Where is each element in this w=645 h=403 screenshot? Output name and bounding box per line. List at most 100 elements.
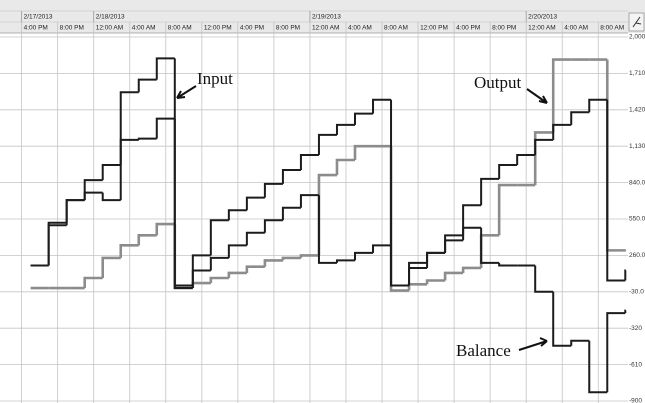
step-segment xyxy=(462,226,482,241)
settings-icon xyxy=(632,16,642,28)
annotation: Input xyxy=(197,69,233,88)
step-segment xyxy=(516,153,536,166)
step-segment xyxy=(335,259,355,263)
step-segment xyxy=(552,123,572,140)
y-tick-label: 840.0 xyxy=(629,179,645,186)
date-label: 2/19/2013 xyxy=(312,14,341,21)
step-segment xyxy=(390,245,410,287)
step-segment xyxy=(606,99,626,282)
step-segment xyxy=(335,158,355,176)
step-segment xyxy=(101,256,121,278)
step-segment xyxy=(534,138,554,155)
step-segment xyxy=(534,265,554,293)
step-segment xyxy=(155,57,175,80)
step-segment xyxy=(281,169,301,184)
step-segment xyxy=(497,183,518,236)
annotation-arrow xyxy=(176,85,197,99)
step-segment xyxy=(83,191,103,201)
annotation-arrow xyxy=(526,88,548,104)
plot-area xyxy=(30,57,627,394)
y-tick-label: -320 xyxy=(629,325,642,332)
step-segment xyxy=(245,231,265,246)
step-segment xyxy=(353,251,374,261)
step-segment xyxy=(353,144,374,161)
step-segment xyxy=(606,312,626,393)
step-segment xyxy=(101,192,121,202)
step-segment xyxy=(65,199,85,226)
x-tick-label: 8:00 PM xyxy=(492,25,516,32)
step-segment xyxy=(624,309,627,314)
step-segment xyxy=(426,251,446,263)
step-segment xyxy=(137,137,157,140)
y-tick-label: 2,000 xyxy=(629,34,645,41)
x-tick-label: 12:00 PM xyxy=(204,25,232,32)
step-segment xyxy=(624,269,627,281)
step-segment xyxy=(83,276,103,289)
step-segment xyxy=(317,133,337,155)
step-segment xyxy=(443,271,464,281)
y-tick-label: 550.0 xyxy=(629,216,645,223)
y-tick-label: 1,420 xyxy=(629,107,645,114)
step-segment xyxy=(137,78,157,93)
step-segment xyxy=(480,177,500,206)
y-tick-label: -30.0 xyxy=(629,289,644,296)
step-segment xyxy=(588,98,608,113)
x-tick-label: 12:00 AM xyxy=(528,25,555,32)
step-segment xyxy=(155,222,175,236)
x-tick-label: 8:00 AM xyxy=(600,25,624,32)
step-segment xyxy=(209,219,229,256)
step-segment xyxy=(462,204,482,236)
step-segment xyxy=(498,164,518,179)
y-tick-label: -610 xyxy=(629,361,642,368)
step-segment xyxy=(101,164,121,181)
y-tick-label: 1,710 xyxy=(629,70,645,77)
x-tick-label: 4:00 PM xyxy=(456,25,480,32)
step-segment xyxy=(570,111,590,125)
step-segment xyxy=(461,266,482,273)
x-tick-label: 8:00 PM xyxy=(60,25,84,32)
step-segment xyxy=(552,291,572,347)
x-tick-label: 8:00 AM xyxy=(384,25,408,32)
y-tick-label: -900 xyxy=(629,398,642,403)
step-segment xyxy=(227,209,247,221)
step-segment xyxy=(191,269,211,289)
x-tick-label: 12:00 AM xyxy=(312,25,339,32)
step-segment xyxy=(227,244,247,258)
step-segment xyxy=(263,182,283,198)
time-header xyxy=(0,0,645,33)
step-segment xyxy=(119,138,139,201)
step-segment xyxy=(209,276,229,284)
step-segment xyxy=(498,262,518,267)
x-tick-label: 12:00 AM xyxy=(96,25,123,32)
step-segment xyxy=(47,224,67,266)
step-segment xyxy=(480,227,500,264)
step-segment xyxy=(353,112,374,125)
step-segment xyxy=(137,234,157,246)
step-segment xyxy=(299,194,319,208)
step-segment xyxy=(372,98,392,114)
y-tick-label: 260.0 xyxy=(629,252,645,259)
step-segment xyxy=(551,58,572,133)
x-tick-label: 4:00 PM xyxy=(24,25,48,32)
annotation: Output xyxy=(474,73,522,92)
date-label: 2/17/2013 xyxy=(24,14,53,21)
step-segment xyxy=(372,244,392,253)
x-tick-label: 4:00 AM xyxy=(564,25,588,32)
step-segment xyxy=(408,261,428,286)
date-label: 2/18/2013 xyxy=(96,14,125,21)
step-segment xyxy=(299,153,319,171)
step-segment xyxy=(317,195,337,264)
step-segment xyxy=(533,131,554,186)
x-tick-label: 4:00 AM xyxy=(348,25,372,32)
step-segment xyxy=(227,271,247,278)
x-tick-label: 8:00 AM xyxy=(168,25,192,32)
step-segment xyxy=(263,219,283,233)
x-tick-label: 4:00 AM xyxy=(132,25,156,32)
step-segment xyxy=(155,117,175,139)
date-label: 2/20/2013 xyxy=(528,14,557,21)
step-segment xyxy=(588,340,608,394)
step-segment xyxy=(444,239,464,253)
step-segment xyxy=(281,206,301,221)
x-tick-label: 4:00 PM xyxy=(240,25,264,32)
step-segment xyxy=(245,196,265,211)
